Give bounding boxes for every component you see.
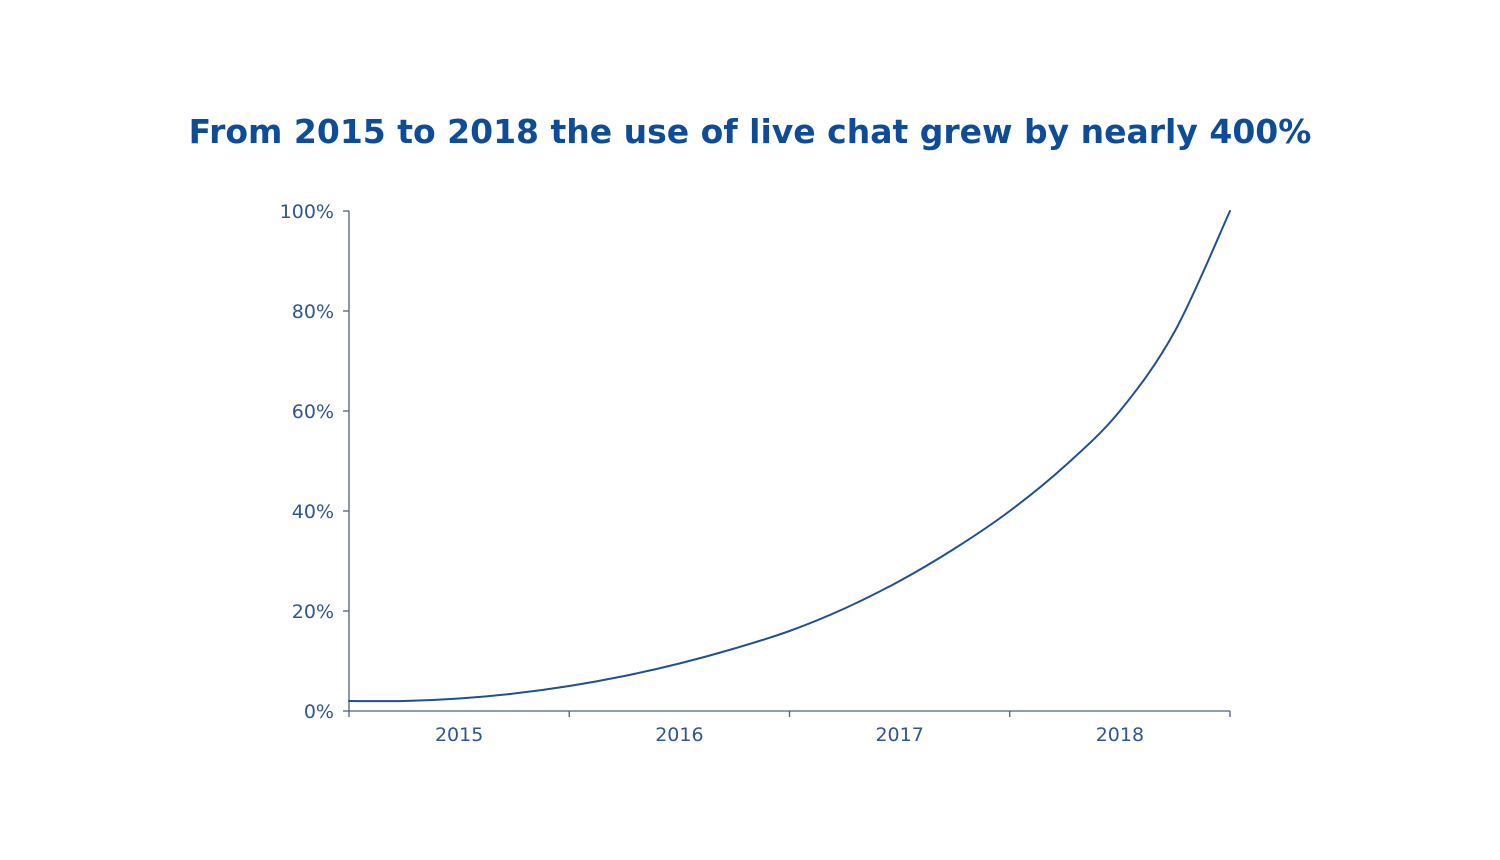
y-tick-label: 40% xyxy=(292,501,334,523)
y-tick-label: 80% xyxy=(292,301,334,323)
x-axis: 2015 2016 2017 2018 xyxy=(348,710,1231,746)
x-tick-label: 2017 xyxy=(875,724,923,746)
y-tick-label: 20% xyxy=(292,601,334,623)
x-tick-label: 2018 xyxy=(1096,724,1144,746)
x-tick-label: 2016 xyxy=(655,724,703,746)
y-tick-label: 100% xyxy=(280,201,334,223)
y-tick-label: 60% xyxy=(292,401,334,423)
y-axis: 0% 20% 40% 60% 80% 100% xyxy=(280,201,350,723)
series-line xyxy=(348,210,1231,703)
series-group xyxy=(348,210,1231,703)
chart-title: From 2015 to 2018 the use of live chat g… xyxy=(188,112,1312,151)
y-tick-label: 0% xyxy=(304,701,334,723)
x-tick-label: 2015 xyxy=(435,724,483,746)
